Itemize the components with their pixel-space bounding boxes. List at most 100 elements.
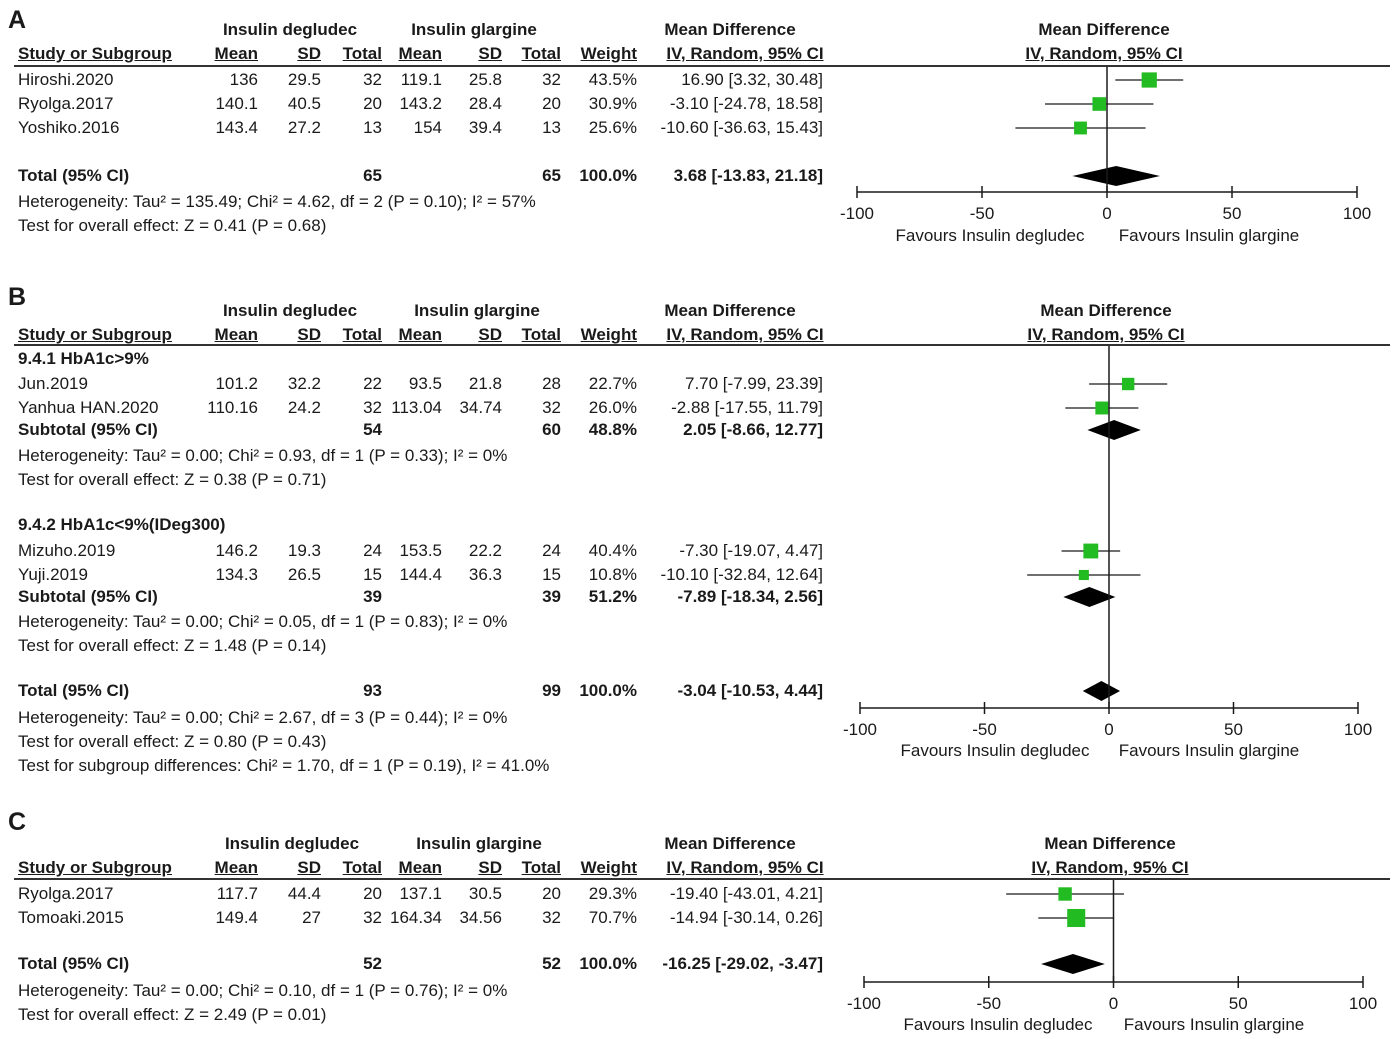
panel-b-row-8-mean1: 134.3 — [215, 565, 258, 584]
panel-a-row-2-sd2: 39.4 — [468, 118, 502, 137]
panel-a-row-1-total2: 20 — [542, 94, 561, 113]
panel-b-row-12-diamond — [1082, 681, 1121, 701]
panel-c-row-0-weight: 29.3% — [588, 884, 637, 903]
panel-c-row-1-ci: -14.94 [-30.14, 0.26] — [669, 908, 823, 927]
panel-c-plot-title: Mean Difference — [1044, 834, 1176, 853]
panel-a-tick-label-0: -100 — [839, 204, 875, 223]
panel-b-row-8-marker — [1078, 569, 1089, 581]
panel-c-row-0-mean1: 117.7 — [216, 884, 258, 903]
panel-b-row-2-total1: 32 — [363, 398, 382, 417]
panel-a-plot-method: IV, Random, 95% CI — [1025, 44, 1183, 63]
panel-b-row-15-label: Test for subgroup differences: Chi² = 1.… — [18, 756, 550, 775]
panel-b-favours-left: Favours Insulin degludec — [900, 741, 1090, 760]
panel-b-col-weight: Weight — [580, 325, 637, 344]
panel-b-row-8-total2: 15 — [542, 565, 561, 584]
panel-b-row-4-label: Heterogeneity: Tau² = 0.00; Chi² = 0.93,… — [18, 446, 508, 465]
panel-c-group2-header: Insulin glargine — [416, 834, 542, 853]
panel-a-row-5-label: Test for overall effect: Z = 0.41 (P = 0… — [18, 216, 327, 235]
panel-b-row-1-sd1: 32.2 — [287, 374, 321, 393]
panel-a-row-0-total2: 32 — [542, 70, 561, 89]
panel-b-row-2-weight: 26.0% — [588, 398, 637, 417]
panel-c-row-0-ci: -19.40 [-43.01, 4.21] — [669, 884, 823, 903]
panel-c-row-0-sd2: 30.5 — [468, 884, 502, 903]
panel-b-favours-right: Favours Insulin glargine — [1118, 741, 1300, 760]
panel-a-md-title: Mean Difference — [664, 20, 796, 39]
panel-a-row-1-mean1: 140.1 — [215, 94, 258, 113]
panel-b-row-7-marker — [1083, 543, 1099, 559]
panel-a-row-3-label: Total (95% CI) — [18, 166, 130, 185]
panel-a-row-1-marker — [1092, 97, 1107, 111]
panel-b-row-8-label: Yuji.2019 — [18, 565, 88, 584]
panel-a-favours-left: Favours Insulin degludec — [895, 226, 1085, 245]
panel-b-row-2-sd1: 24.2 — [287, 398, 321, 417]
panel-b-row-9-label: Subtotal (95% CI) — [18, 587, 158, 606]
panel-b-col-total1: Total — [342, 325, 382, 344]
panel-b-row-13-label: Heterogeneity: Tau² = 0.00; Chi² = 2.67,… — [18, 708, 508, 727]
panel-b-row-7-sd1: 19.3 — [287, 541, 321, 560]
panel-c-row-3-label: Heterogeneity: Tau² = 0.00; Chi² = 0.10,… — [18, 981, 508, 1000]
panel-a-row-1-total1: 20 — [363, 94, 382, 113]
panel-b-row-9-ci: -7.89 [-18.34, 2.56] — [677, 587, 823, 606]
panel-a-row-1-weight: 30.9% — [588, 94, 637, 113]
panel-b-row-1-ci: 7.70 [-7.99, 23.39] — [685, 374, 823, 393]
panel-a-col-total2: Total — [521, 44, 561, 63]
panel-b-col-sd1: SD — [297, 325, 321, 344]
panel-c-row-0-label: Ryolga.2017 — [18, 884, 114, 903]
panel-b-row-8-total1: 15 — [363, 565, 382, 584]
panel-a-tick-label-4: 100 — [1342, 204, 1372, 223]
panel-b-row-3-label: Subtotal (95% CI) — [18, 420, 158, 439]
panel-c-col-total1: Total — [342, 858, 382, 877]
panel-a-col-study: Study or Subgroup — [18, 44, 172, 63]
panel-b-col-sd2: SD — [478, 325, 502, 344]
panel-b-row-3-total1: 54 — [363, 420, 382, 439]
panel-b-group1-header: Insulin degludec — [222, 301, 358, 320]
panel-a-row-2-sd1: 27.2 — [287, 118, 321, 137]
panel-a-row-0-mean1: 136 — [229, 70, 258, 89]
panel-c-header-rule — [14, 878, 1390, 880]
panel-a-row-0-sd1: 29.5 — [287, 70, 321, 89]
panel-b-group2-header: Insulin glargine — [414, 301, 540, 320]
panel-a-row-3-ci: 3.68 [-13.83, 21.18] — [673, 166, 823, 185]
panel-c-col-weight: Weight — [580, 858, 637, 877]
panel-c-row-2-label: Total (95% CI) — [18, 954, 130, 973]
panel-b-header-rule — [14, 344, 1390, 346]
panel-c-row-1-marker — [1067, 908, 1086, 928]
panel-b-row-10-label: Heterogeneity: Tau² = 0.00; Chi² = 0.05,… — [18, 612, 508, 631]
panel-c-plot-method: IV, Random, 95% CI — [1031, 858, 1189, 877]
panel-b-tick-label-1: -50 — [972, 720, 997, 739]
panel-b-row-7-sd2: 22.2 — [468, 541, 502, 560]
panel-b-row-1-sd2: 21.8 — [468, 374, 502, 393]
panel-c-row-1-weight: 70.7% — [588, 908, 637, 927]
panel-c-col-sd2: SD — [478, 858, 502, 877]
panel-c-col-md-method: IV, Random, 95% CI — [666, 858, 824, 877]
panel-b-plot-method: IV, Random, 95% CI — [1027, 325, 1185, 344]
panel-a-col-weight: Weight — [580, 44, 637, 63]
panel-a-row-2-total1: 13 — [363, 118, 382, 137]
panel-b-tick-label-3: 50 — [1224, 720, 1243, 739]
panel-b-row-7-total1: 24 — [363, 541, 382, 560]
panel-c-row-1-mean1: 149.4 — [215, 908, 258, 927]
panel-a-tick-label-2: 0 — [1102, 204, 1112, 223]
panel-b-row-7-mean1: 146.2 — [215, 541, 258, 560]
panel-a-col-md-method: IV, Random, 95% CI — [666, 44, 824, 63]
panel-a-row-0-marker — [1141, 72, 1157, 88]
panel-c-row-0-total2: 20 — [542, 884, 561, 903]
panel-b-row-7-label: Mizuho.2019 — [18, 541, 116, 560]
panel-c-row-0-total1: 20 — [363, 884, 382, 903]
panel-a-row-3-total2: 65 — [542, 166, 561, 185]
panel-a-row-2-ci: -10.60 [-36.63, 15.43] — [660, 118, 823, 137]
panel-b-tick-label-0: -100 — [842, 720, 878, 739]
panel-a-row-1-sd1: 40.5 — [287, 94, 321, 113]
panel-c-favours-right: Favours Insulin glargine — [1123, 1015, 1305, 1034]
panel-c-col-total2: Total — [521, 858, 561, 877]
panel-b-row-6-label: 9.4.2 HbA1c<9%(IDeg300) — [18, 515, 226, 534]
panel-b-row-2-label: Yanhua HAN.2020 — [18, 398, 159, 417]
panel-c-row-0-sd1: 44.4 — [287, 884, 321, 903]
panel-a-col-mean2: Mean — [398, 44, 442, 63]
panel-b-md-title: Mean Difference — [664, 301, 796, 320]
panel-a-row-1-ci: -3.10 [-24.78, 18.58] — [669, 94, 823, 113]
panel-a-tick-label-3: 50 — [1222, 204, 1242, 223]
panel-a-row-0-label: Hiroshi.2020 — [18, 70, 114, 89]
panel-c-row-1-sd1: 27 — [302, 908, 321, 927]
